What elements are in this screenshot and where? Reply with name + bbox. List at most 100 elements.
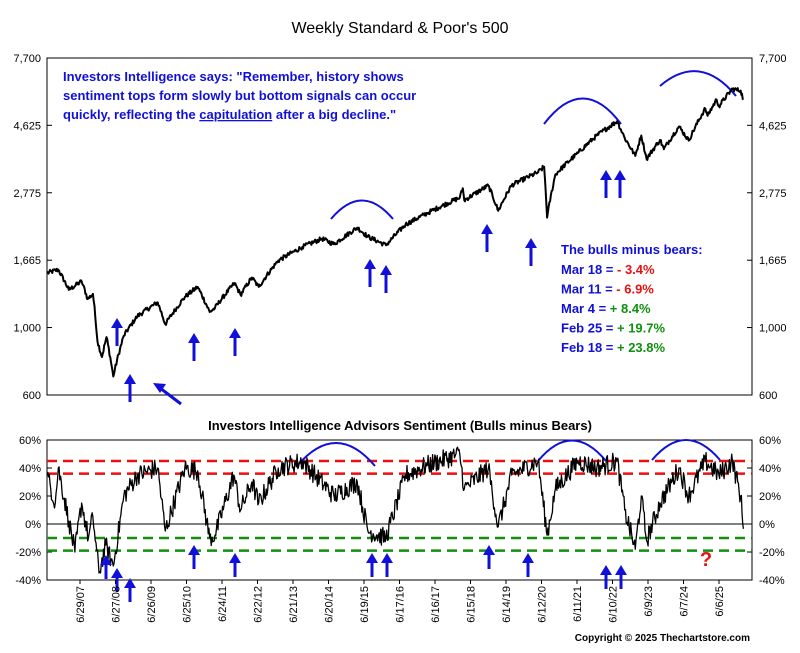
sentiment-tick-label-left: -20% <box>15 547 41 559</box>
up-arrow-annotation <box>381 553 393 577</box>
x-tick-label: 6/14/19 <box>501 586 513 623</box>
reading-row: Mar 18 = - 3.4% <box>561 262 655 277</box>
price-tick-label-right: 4,625 <box>759 120 787 132</box>
x-tick-label: 6/27/08 <box>111 586 123 623</box>
sentiment-title: Investors Intelligence Advisors Sentimen… <box>208 418 592 433</box>
reading-date: Mar 18 = <box>561 262 617 277</box>
quote-line-3-end: after a big decline." <box>272 107 396 122</box>
up-arrow-annotation <box>188 545 200 569</box>
x-axis-date-labels: 6/29/07 6/27/08 6/26/09 6/25/10 6/24/11 6/22/… <box>75 580 726 623</box>
price-top-arcs <box>330 70 737 220</box>
up-arrow-annotation <box>100 555 112 579</box>
up-arrow-annotation <box>229 328 241 356</box>
readings-heading: The bulls minus bears: <box>561 242 703 257</box>
reading-row: Mar 11 = - 6.9% <box>561 282 654 297</box>
x-tick-label: 6/10/22 <box>608 586 620 623</box>
up-arrow-annotation <box>525 238 537 266</box>
sentiment-reference-lines <box>47 459 752 552</box>
up-arrow-annotation <box>188 333 200 361</box>
sentiment-tick-label-right: 60% <box>759 435 781 447</box>
price-tick-label-left: 1,665 <box>13 255 41 267</box>
price-tick-label-right: 1,665 <box>759 255 787 267</box>
up-arrow-annotation <box>229 553 241 577</box>
reading-value: + 23.8% <box>617 340 666 355</box>
up-arrow-annotation <box>111 568 123 592</box>
diagonal-arrow-annotation <box>153 383 182 406</box>
reading-date: Mar 11 = <box>561 282 616 297</box>
x-tick-label: 6/11/21 <box>572 586 584 622</box>
price-tick-label-left: 4,625 <box>13 120 41 132</box>
up-arrow-annotation <box>483 545 495 569</box>
sentiment-tick-label-right: 40% <box>759 463 781 475</box>
reading-row: Mar 4 = + 8.4% <box>561 301 651 316</box>
sentiment-tick-label-left: 40% <box>19 463 41 475</box>
quote-capitulation: capitulation <box>199 107 272 122</box>
sentiment-tick-label-right: 20% <box>759 491 781 503</box>
x-tick-label: 6/24/11 <box>217 586 229 622</box>
up-arrow-annotation <box>522 553 534 577</box>
price-tick-label-right: 7,700 <box>759 53 787 65</box>
x-tick-label: 6/16/17 <box>430 586 442 623</box>
sentiment-top-arcs <box>296 439 721 467</box>
reading-value: + 19.7% <box>617 321 666 336</box>
x-tick-label: 6/29/07 <box>75 586 87 623</box>
up-arrow-annotation <box>481 224 493 252</box>
sentiment-tick-label-right: 0% <box>759 519 775 531</box>
x-tick-label: 6/6/25 <box>714 586 726 617</box>
price-bottom-arrows <box>111 170 626 406</box>
sentiment-tick-label-left: -40% <box>15 575 41 587</box>
sentiment-bottom-arrows <box>100 545 627 602</box>
reading-date: Mar 4 = <box>561 301 610 316</box>
reading-date: Feb 18 = <box>561 340 617 355</box>
reading-row: Feb 25 = + 19.7% <box>561 321 666 336</box>
x-tick-label: 6/7/24 <box>679 586 691 617</box>
x-tick-label: 6/22/12 <box>253 586 265 623</box>
reading-value: - 3.4% <box>617 262 655 277</box>
up-arrow-annotation <box>600 565 612 589</box>
price-panel-frame <box>46 57 753 396</box>
quote-line-2: sentiment tops form slowly but bottom si… <box>63 88 416 103</box>
up-arrow-annotation <box>364 259 376 287</box>
price-tick-label-left: 1,000 <box>13 323 41 335</box>
up-arrow-annotation <box>615 565 627 589</box>
up-arrow-annotation <box>614 170 626 198</box>
price-tick-label-left: 2,775 <box>13 188 41 200</box>
top-arc-annotation <box>537 439 607 462</box>
sentiment-y-axis: -40% -40% -20% -20% 0% 0% 20% 20% 40% 40% 60% 60% <box>15 435 785 587</box>
reading-row: Feb 18 = + 23.8% <box>561 340 666 355</box>
up-arrow-annotation <box>111 318 123 346</box>
price-tick-label-left: 7,700 <box>13 53 41 65</box>
price-tick-label-left: 600 <box>23 390 41 402</box>
price-tick-label-right: 1,000 <box>759 323 787 335</box>
up-arrow-annotation <box>600 170 612 198</box>
quote-line-3-start: quickly, reflecting the <box>63 107 199 122</box>
sentiment-tick-label-right: -40% <box>759 575 785 587</box>
sentiment-tick-label-left: 20% <box>19 491 41 503</box>
sentiment-tick-label-left: 60% <box>19 435 41 447</box>
copyright-note: Copyright © 2025 Thechartstore.com <box>575 633 750 644</box>
sentiment-tick-label-right: -20% <box>759 547 785 559</box>
up-arrow-annotation <box>124 374 136 402</box>
reading-value: + 8.4% <box>610 301 651 316</box>
price-tick-label-right: 600 <box>759 390 777 402</box>
x-tick-label: 6/12/20 <box>537 586 549 623</box>
x-tick-label: 6/26/09 <box>146 586 158 623</box>
x-tick-label: 6/19/15 <box>359 586 371 623</box>
price-tick-label-right: 2,775 <box>759 188 787 200</box>
bulls-minus-bears-line <box>46 446 745 574</box>
chart-title: Weekly Standard & Poor's 500 <box>291 20 508 37</box>
x-tick-label: 6/25/10 <box>182 586 194 623</box>
bulls-minus-bears-readings: The bulls minus bears: Mar 18 = - 3.4%Ma… <box>561 242 703 355</box>
quote-annotation: Investors Intelligence says: "Remember, … <box>63 69 416 122</box>
top-arc-annotation <box>543 97 622 125</box>
x-tick-label: 6/15/18 <box>466 586 478 623</box>
quote-line-1: Investors Intelligence says: "Remember, … <box>63 69 404 84</box>
up-arrow-annotation <box>366 553 378 577</box>
top-arc-annotation <box>659 70 737 97</box>
up-arrow-annotation <box>124 578 136 602</box>
question-mark: ? <box>700 549 712 571</box>
x-tick-label: 6/20/14 <box>324 586 336 623</box>
top-arc-annotation <box>651 439 721 461</box>
reading-date: Feb 25 = <box>561 321 617 336</box>
